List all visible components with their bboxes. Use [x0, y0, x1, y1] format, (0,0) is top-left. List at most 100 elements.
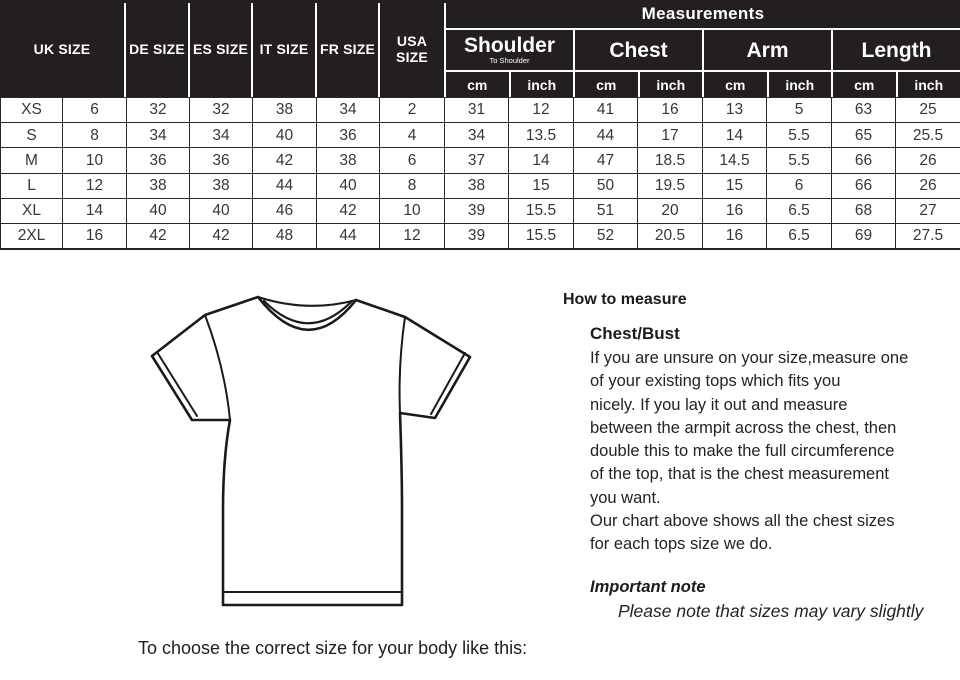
table-cell: 6.5 — [766, 222, 832, 250]
table-cell: 50 — [573, 172, 638, 199]
column-header-it-size: IT SIZE — [253, 0, 315, 97]
table-cell: 14 — [62, 197, 127, 224]
table-cell: 31 — [444, 96, 509, 124]
group-header-shoulder: Shoulder To Shoulder — [446, 30, 573, 70]
table-cell: 44 — [252, 172, 317, 199]
table-cell: 34 — [189, 122, 253, 149]
column-header-es-size: ES SIZE — [190, 0, 251, 97]
column-header-usa-size: USA SIZE — [380, 0, 444, 97]
group-sub-label: To Shoulder — [489, 56, 530, 66]
table-cell: 40 — [252, 122, 317, 149]
table-cell: 51 — [573, 197, 638, 224]
table-cell: 14.5 — [702, 147, 767, 174]
table-cell: 8 — [379, 172, 445, 199]
table-row: S 8 34 34 40 36 4 34 13.5 44 17 14 5.5 65 25.5 — [0, 122, 960, 149]
table-cell: 40 — [189, 197, 253, 224]
tshirt-right-cuff-seam — [430, 352, 466, 415]
size-data-table: XS 6 32 32 38 34 2 31 12 41 16 13 5 63 25 S 8 34 34 40 36 4 34… — [0, 96, 960, 251]
table-cell: 42 — [252, 147, 317, 174]
table-cell: 34 — [316, 96, 380, 124]
table-row: XL 14 40 40 46 42 10 39 15.5 51 20 16 6.5 68 27 — [0, 197, 960, 224]
table-cell: 12 — [379, 222, 445, 250]
group-label: Shoulder — [463, 34, 555, 58]
table-cell: 16 — [702, 222, 767, 250]
table-cell: 37 — [444, 147, 509, 174]
table-cell: M — [0, 147, 63, 174]
group-header-length: Length — [833, 30, 960, 70]
table-cell: 44 — [316, 222, 380, 250]
tshirt-back-neckline — [256, 295, 358, 307]
table-row: 2XL 16 42 42 48 44 12 39 15.5 52 20.5 16 6.5 69 27.5 — [0, 222, 960, 250]
unit-header-cm: cm — [446, 72, 509, 97]
table-cell: 16 — [62, 222, 127, 250]
table-cell: 17 — [637, 122, 703, 149]
footer-caption: To choose the correct size for your body… — [138, 638, 528, 658]
table-cell: 27.5 — [895, 222, 960, 250]
table-cell: 66 — [831, 172, 896, 199]
table-cell: 2 — [379, 96, 445, 124]
important-note-text: Please note that sizes may vary slightly — [618, 600, 924, 621]
table-cell: 4 — [379, 122, 445, 149]
column-header-uk-size: UK SIZE — [0, 0, 124, 97]
chest-bust-heading: Chest/Bust — [590, 324, 680, 343]
table-cell: 6 — [766, 172, 832, 199]
table-cell: 32 — [189, 96, 253, 124]
tshirt-right-armhole-seam — [398, 316, 406, 414]
table-cell: 34 — [444, 122, 509, 149]
table-cell: 15.5 — [508, 197, 574, 224]
table-cell: 25.5 — [895, 122, 960, 149]
table-cell: 10 — [62, 147, 127, 174]
table-cell: 12 — [508, 96, 574, 124]
tshirt-collar-inner-arc — [262, 299, 353, 325]
unit-header-inch: inch — [510, 72, 573, 97]
table-cell: S — [0, 122, 63, 149]
tshirt-left-cuff-seam — [156, 351, 198, 417]
table-cell: 41 — [573, 96, 638, 124]
tshirt-left-armhole-seam — [204, 314, 231, 421]
table-cell: 42 — [189, 222, 253, 250]
table-cell: 14 — [508, 147, 574, 174]
table-cell: 40 — [316, 172, 380, 199]
table-cell: 38 — [444, 172, 509, 199]
table-cell: 48 — [252, 222, 317, 250]
group-header-chest: Chest — [575, 30, 702, 70]
table-cell: 32 — [126, 96, 190, 124]
table-cell: 14 — [702, 122, 767, 149]
unit-header-inch: inch — [768, 72, 831, 97]
table-cell: 16 — [702, 197, 767, 224]
table-cell: XL — [0, 197, 63, 224]
table-cell: 12 — [62, 172, 127, 199]
table-cell: 38 — [316, 147, 380, 174]
table-cell: 18.5 — [637, 147, 703, 174]
column-header-fr-size: FR SIZE — [317, 0, 378, 97]
table-row: L 12 38 38 44 40 8 38 15 50 19.5 15 6 66 26 — [0, 172, 960, 199]
unit-header-inch: inch — [897, 72, 960, 97]
group-header-arm: Arm — [704, 30, 831, 70]
important-note-title: Important note — [590, 577, 706, 596]
units-row: cm inch cm inch cm inch cm inch — [446, 72, 960, 97]
table-cell: 36 — [189, 147, 253, 174]
table-cell: 38 — [189, 172, 253, 199]
table-row: XS 6 32 32 38 34 2 31 12 41 16 13 5 63 25 — [0, 96, 960, 124]
table-cell: 8 — [62, 122, 127, 149]
table-cell: 2XL — [0, 222, 63, 250]
table-cell: 39 — [444, 197, 509, 224]
table-cell: 36 — [126, 147, 190, 174]
table-cell: 39 — [444, 222, 509, 250]
table-cell: 6.5 — [766, 197, 832, 224]
table-cell: 63 — [831, 96, 896, 124]
unit-header-cm: cm — [833, 72, 896, 97]
table-cell: 52 — [573, 222, 638, 250]
tshirt-outline-drawing — [150, 295, 472, 607]
table-cell: 26 — [895, 172, 960, 199]
how-to-measure-title: How to measure — [563, 291, 687, 308]
table-cell: 69 — [831, 222, 896, 250]
table-cell: 15.5 — [508, 222, 574, 250]
table-cell: XS — [0, 96, 63, 124]
group-label: Arm — [746, 38, 789, 62]
table-cell: 65 — [831, 122, 896, 149]
table-cell: 20 — [637, 197, 703, 224]
table-cell: 42 — [126, 222, 190, 250]
table-cell: 68 — [831, 197, 896, 224]
